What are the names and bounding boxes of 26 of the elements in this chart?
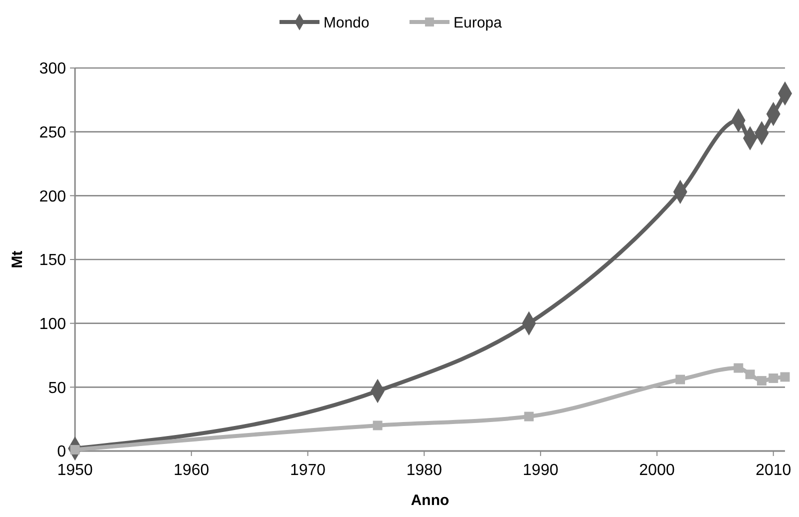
- y-tick-label: 50: [48, 380, 66, 397]
- point: [734, 363, 744, 373]
- x-tick-label: 1970: [290, 462, 326, 479]
- y-tick-label: 100: [39, 316, 66, 333]
- x-tick-label: 1960: [174, 462, 210, 479]
- point: [768, 373, 778, 383]
- x-axis-title: Anno: [410, 492, 450, 509]
- legend-label: Europa: [454, 14, 503, 32]
- legend-label: Mondo: [324, 14, 370, 32]
- y-tick-label: 200: [39, 188, 66, 206]
- y-tick-label: 250: [39, 124, 66, 142]
- y-tick-label: 150: [39, 252, 66, 270]
- y-tick-label: 300: [39, 60, 66, 78]
- y-tick-label: 0: [57, 444, 66, 461]
- point: [780, 372, 790, 382]
- y-axis-title: Mt: [9, 250, 26, 268]
- x-tick-label: 2010: [756, 462, 792, 479]
- x-tick-label: 1950: [57, 462, 93, 479]
- point: [676, 374, 685, 384]
- point: [372, 420, 382, 430]
- x-tick-label: 1980: [406, 462, 442, 479]
- point: [524, 412, 534, 422]
- x-tick-label: 1990: [522, 462, 558, 479]
- x-tick-label: 2000: [639, 462, 675, 479]
- point: [756, 376, 766, 386]
- point: [745, 370, 755, 380]
